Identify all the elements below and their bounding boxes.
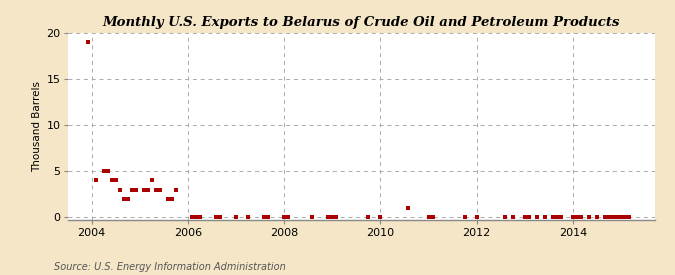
Point xyxy=(531,215,542,219)
Point xyxy=(90,178,101,183)
Point xyxy=(211,215,221,219)
Point xyxy=(110,178,121,183)
Point xyxy=(423,215,434,219)
Point xyxy=(576,215,587,219)
Point xyxy=(403,206,414,210)
Point xyxy=(519,215,530,219)
Point xyxy=(323,215,333,219)
Point xyxy=(283,215,294,219)
Y-axis label: Thousand Barrels: Thousand Barrels xyxy=(32,81,43,172)
Point xyxy=(194,215,205,219)
Point xyxy=(539,215,550,219)
Point xyxy=(126,187,137,192)
Point xyxy=(427,215,438,219)
Text: Source: U.S. Energy Information Administration: Source: U.S. Energy Information Administ… xyxy=(54,262,286,272)
Point xyxy=(167,197,178,201)
Point xyxy=(231,215,242,219)
Point xyxy=(591,215,602,219)
Point xyxy=(624,215,634,219)
Point xyxy=(603,215,614,219)
Point xyxy=(500,215,510,219)
Point xyxy=(471,215,482,219)
Point xyxy=(118,197,129,201)
Point xyxy=(331,215,342,219)
Point xyxy=(263,215,273,219)
Point xyxy=(138,187,149,192)
Point xyxy=(620,215,630,219)
Point xyxy=(82,40,93,44)
Point xyxy=(163,197,173,201)
Point xyxy=(375,215,386,219)
Point xyxy=(98,169,109,173)
Point xyxy=(612,215,622,219)
Point xyxy=(142,187,153,192)
Point xyxy=(608,215,618,219)
Point xyxy=(599,215,610,219)
Point xyxy=(306,215,317,219)
Point xyxy=(170,187,181,192)
Point xyxy=(106,178,117,183)
Point xyxy=(259,215,269,219)
Point xyxy=(327,215,338,219)
Point xyxy=(130,187,141,192)
Point xyxy=(151,187,161,192)
Point xyxy=(459,215,470,219)
Point xyxy=(146,178,157,183)
Point xyxy=(568,215,578,219)
Point xyxy=(155,187,165,192)
Point xyxy=(215,215,225,219)
Point xyxy=(508,215,518,219)
Point xyxy=(114,187,125,192)
Point xyxy=(547,215,558,219)
Point xyxy=(572,215,583,219)
Point xyxy=(556,215,566,219)
Point xyxy=(186,215,197,219)
Point xyxy=(523,215,534,219)
Point xyxy=(190,215,201,219)
Point xyxy=(551,215,562,219)
Point xyxy=(363,215,374,219)
Point xyxy=(584,215,595,219)
Point xyxy=(616,215,626,219)
Point xyxy=(242,215,253,219)
Title: Monthly U.S. Exports to Belarus of Crude Oil and Petroleum Products: Monthly U.S. Exports to Belarus of Crude… xyxy=(103,16,620,29)
Point xyxy=(122,197,133,201)
Point xyxy=(102,169,113,173)
Point xyxy=(279,215,290,219)
